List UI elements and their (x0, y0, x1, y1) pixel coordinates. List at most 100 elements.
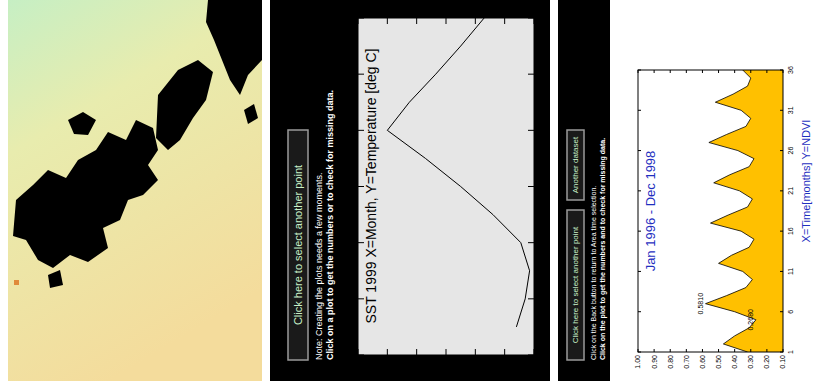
y-tick (783, 349, 784, 352)
y-tick (638, 70, 639, 73)
y-tick-label: 0.70 (683, 355, 690, 369)
x-tick (528, 74, 534, 75)
y-tick (387, 349, 388, 355)
y-tick (534, 349, 535, 355)
x-tick (528, 242, 534, 243)
annotation: 0.2680 (747, 309, 754, 331)
y-tick (734, 349, 735, 352)
plot-area (638, 70, 783, 352)
plot-area (358, 18, 534, 355)
land-mask (13, 0, 262, 288)
y-tick (734, 70, 735, 73)
x-axis-label: X=Time[months] Y=NDVI (800, 120, 812, 243)
data-group (387, 18, 529, 327)
button[interactable] (288, 130, 308, 360)
land (244, 104, 258, 124)
y-tick-label: 20 (469, 358, 481, 370)
x-tick (780, 190, 783, 191)
x-tick (528, 186, 534, 187)
y-tick (766, 70, 767, 73)
land (13, 120, 158, 268)
x-tick (638, 271, 641, 272)
y-tick (686, 349, 687, 352)
y-tick (446, 18, 447, 24)
button-label[interactable]: Click here to select another point (292, 165, 304, 325)
panel-background (558, 0, 818, 381)
x-tick-label: 1 (787, 350, 794, 354)
x-tick (638, 150, 641, 151)
x-tick (528, 18, 534, 19)
chart-title: Jan 1996 - Dec 1998 (643, 151, 658, 272)
land (206, 0, 262, 95)
y-tick-label: 0.90 (651, 355, 658, 369)
y-tick (446, 349, 447, 355)
y-tick-label: 26 (381, 358, 393, 370)
y-tick (750, 349, 751, 352)
x-tick-label: 26 (787, 147, 794, 155)
y-tick-label: 0.20 (763, 355, 770, 369)
x-tick (528, 298, 534, 299)
button-label[interactable]: Click here to select another point (571, 226, 580, 343)
x-tick (358, 18, 364, 19)
y-tick (702, 70, 703, 73)
y-tick (358, 349, 359, 355)
land (68, 112, 96, 135)
land (48, 270, 63, 288)
y-tick (358, 18, 359, 24)
y-tick (670, 349, 671, 352)
x-tick (358, 355, 364, 356)
sst-panel-svg: Click here to select another point Note: … (270, 0, 550, 381)
x-tick (638, 110, 641, 111)
y-tick-label: 16 (528, 358, 540, 370)
x-tick-label: 36 (787, 66, 794, 74)
y-tick (416, 18, 417, 24)
x-tick (780, 311, 783, 312)
area-fill (706, 70, 783, 352)
y-tick-label: 28 (352, 358, 364, 370)
x-tick (528, 130, 534, 131)
y-tick (750, 70, 751, 73)
y-tick-label: 0.30 (747, 355, 754, 369)
x-tick-label: 4 (536, 240, 548, 246)
y-tick (475, 18, 476, 24)
data-line (706, 70, 756, 352)
x-tick-label: 2 (536, 296, 548, 302)
note: Click on the Back button to return to Ar… (590, 186, 597, 360)
y-tick (783, 70, 784, 73)
y-tick-label: 0.50 (715, 355, 722, 369)
y-tick (654, 349, 655, 352)
chart-title: SST 1999 X=Month, Y=Temperature [deg C] (363, 49, 379, 324)
x-tick (780, 231, 783, 232)
x-tick-label: 6 (787, 310, 794, 314)
y-tick (686, 70, 687, 73)
x-tick (780, 110, 783, 111)
button[interactable] (567, 130, 584, 200)
x-tick-label: 12 (536, 12, 548, 24)
x-tick (780, 271, 783, 272)
y-tick (534, 18, 535, 24)
y-tick-label: 0.10 (779, 355, 786, 369)
y-tick (475, 349, 476, 355)
data-line (387, 18, 529, 327)
panel-background (270, 0, 550, 381)
note: Click on a plot to get the numbers or to… (325, 90, 335, 360)
x-tick-label: 10 (536, 68, 548, 80)
plot-frame (358, 18, 534, 355)
y-tick-label: 24 (411, 358, 423, 370)
button-label[interactable]: Another dataset (571, 136, 580, 193)
satellite-panel-svg (8, 0, 262, 381)
button[interactable] (567, 210, 584, 360)
y-tick (654, 70, 655, 73)
plot-frame (638, 70, 783, 352)
y-tick (504, 18, 505, 24)
annotation: 0.5810 (697, 293, 704, 315)
ndvi-panel-svg: Click here to select another point Anothe… (558, 0, 818, 381)
y-tick-label: 0.40 (731, 355, 738, 369)
y-tick-label: 18 (499, 358, 511, 370)
y-tick (718, 70, 719, 73)
y-tick-label: 22 (440, 358, 452, 370)
note: Note: Creating the plots needs a few mom… (314, 172, 324, 360)
data-group (706, 70, 783, 352)
x-tick-label: 6 (536, 183, 548, 189)
plot-page (610, 0, 818, 381)
